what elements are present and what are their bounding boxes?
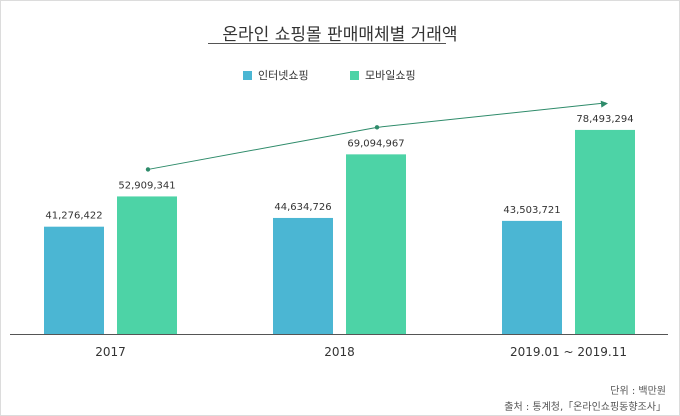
bar-mobile-1 — [346, 154, 406, 334]
data-label-internet-2: 43,503,721 — [503, 205, 560, 216]
trend-segment-0 — [147, 126, 378, 170]
chart-title: 온라인 쇼핑몰 판매매체별 거래액 — [222, 25, 458, 45]
bar-internet-0 — [44, 226, 104, 334]
bar-mobile-2 — [575, 129, 635, 334]
legend-label-internet: 인터넷쇼핑 — [258, 69, 309, 82]
data-label-internet-1: 44,634,726 — [274, 202, 331, 213]
legend-label-mobile: 모바일쇼핑 — [365, 69, 416, 82]
data-label-mobile-0: 52,909,341 — [118, 180, 175, 191]
title-underline — [208, 43, 446, 44]
data-label-mobile-2: 78,493,294 — [576, 114, 633, 125]
legend-swatch-mobile — [350, 70, 359, 80]
trend-point-1 — [374, 125, 380, 130]
x-tick-label-2: 2019.01 ~ 2019.11 — [510, 345, 627, 359]
trend-segment-1 — [376, 102, 607, 128]
x-tick-label-1: 2018 — [324, 345, 355, 359]
unit-note: 단위 : 백만원 — [610, 386, 666, 397]
trend-arrowhead — [600, 100, 608, 108]
bar-internet-2 — [502, 220, 562, 334]
legend-swatch-internet — [243, 70, 252, 80]
source-note: 출처 : 통계청,「온라인쇼핑동향조사」 — [504, 402, 666, 413]
data-label-internet-0: 41,276,422 — [45, 211, 102, 222]
trend-point-0 — [145, 167, 151, 172]
bar-mobile-0 — [117, 196, 177, 334]
data-label-mobile-1: 69,094,967 — [347, 138, 404, 149]
legend-item-internet: 인터넷쇼핑 — [243, 67, 309, 83]
x-tick-label-0: 2017 — [95, 345, 126, 359]
legend-item-mobile: 모바일쇼핑 — [350, 67, 416, 83]
bar-internet-1 — [273, 217, 333, 334]
